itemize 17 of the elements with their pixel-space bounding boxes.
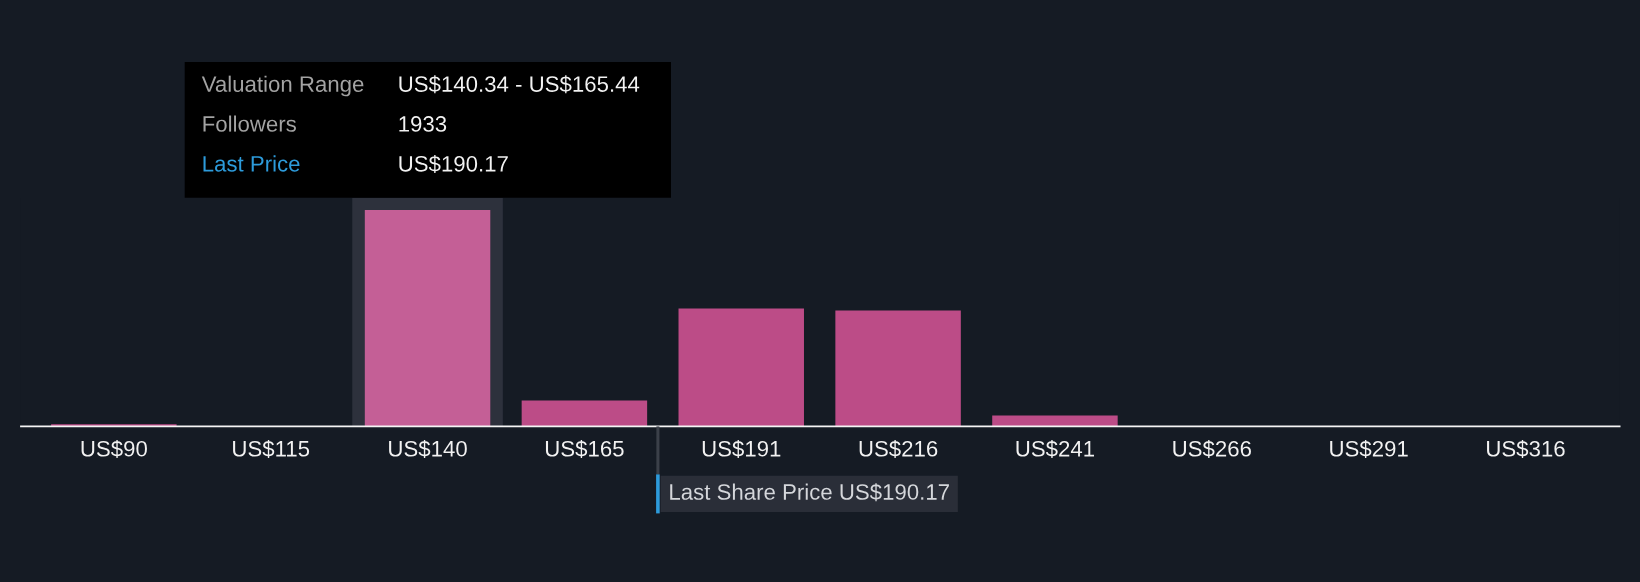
x-tick-label: US$115	[233, 439, 310, 458]
x-tick-label: US$140	[389, 439, 467, 458]
text: Followers	[203, 115, 296, 132]
text: Valuation Range	[201, 75, 364, 97]
text: Last Price	[203, 155, 300, 172]
x-tick-label: US$191	[702, 439, 781, 458]
x-tick-label: US$165	[545, 439, 624, 458]
x-tick-label: US$241	[1016, 439, 1095, 458]
x-tick-label: US$316	[1487, 439, 1565, 458]
x-tick-label: US$90	[81, 439, 147, 458]
x-tick-label: US$216	[859, 439, 938, 458]
text: US$140.34 - US$165.44	[399, 75, 640, 94]
x-tick-label: US$266	[1173, 439, 1251, 458]
text: 1933	[399, 116, 447, 132]
text: US$190.17	[399, 155, 508, 173]
text: Last Share Price US$190.17	[670, 483, 949, 502]
x-tick-label: US$291	[1330, 439, 1408, 458]
